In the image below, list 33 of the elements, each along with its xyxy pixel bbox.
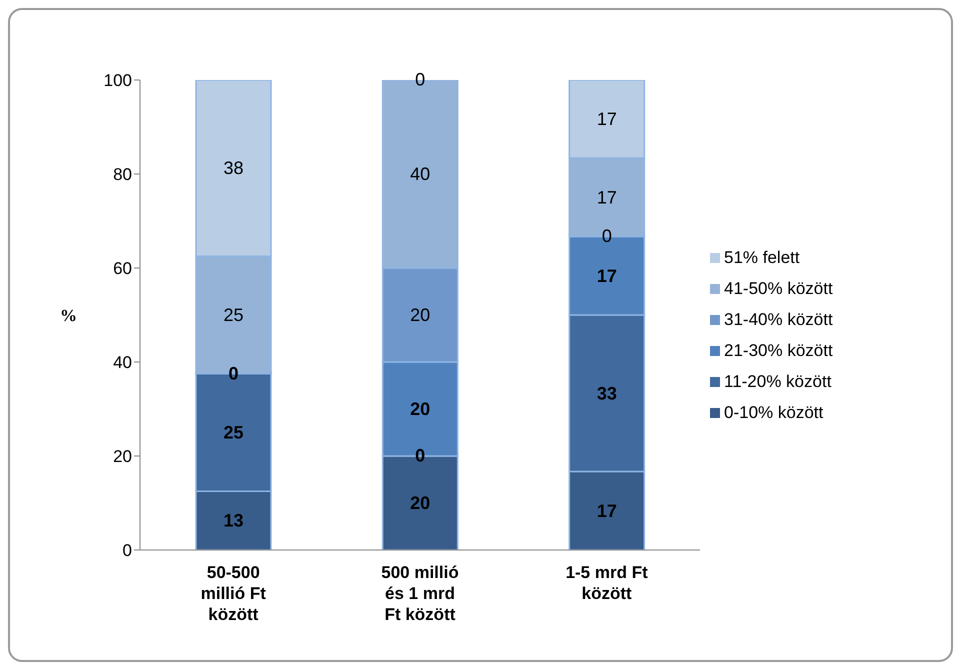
y-axis-title: % xyxy=(60,306,77,326)
data-label: 0 xyxy=(228,363,239,384)
data-label: 0 xyxy=(415,446,426,466)
data-label: 20 xyxy=(410,305,430,325)
data-label: 17 xyxy=(596,109,617,130)
data-label: 17 xyxy=(596,500,617,521)
x-tick-label: 500 millió és 1 mrd Ft között xyxy=(381,563,459,624)
data-label: 0 xyxy=(415,70,426,90)
legend-label: 41-50% között xyxy=(724,278,833,298)
data-label: 33 xyxy=(596,383,617,404)
y-tick-label: 100 xyxy=(104,71,132,90)
y-tick-label: 20 xyxy=(113,447,132,466)
data-label: 20 xyxy=(410,493,430,513)
legend-label: 11-20% között xyxy=(724,372,832,392)
data-label: 13 xyxy=(223,510,244,531)
data-label: 38 xyxy=(223,158,244,178)
legend-label: 21-30% között xyxy=(724,340,833,360)
data-label: 17 xyxy=(596,187,617,208)
legend-label: 31-40% között xyxy=(724,310,833,330)
legend-label: 51% felett xyxy=(724,248,800,268)
data-label: 25 xyxy=(223,305,244,325)
legend-label: 0-10% között xyxy=(724,402,824,422)
x-tick-label: 50-500 millió Ft között xyxy=(200,563,266,624)
y-tick-label: 40 xyxy=(113,353,132,372)
data-label: 25 xyxy=(223,422,244,442)
y-tick-label: 0 xyxy=(122,541,132,560)
y-tick-label: 80 xyxy=(113,165,132,184)
data-label: 17 xyxy=(596,266,617,286)
data-label: 20 xyxy=(410,399,430,419)
data-label: 0 xyxy=(602,226,612,246)
y-tick-label: 60 xyxy=(113,259,132,278)
x-tick-label: 1-5 mrd Ft között xyxy=(566,563,648,603)
data-label: 40 xyxy=(410,164,430,184)
